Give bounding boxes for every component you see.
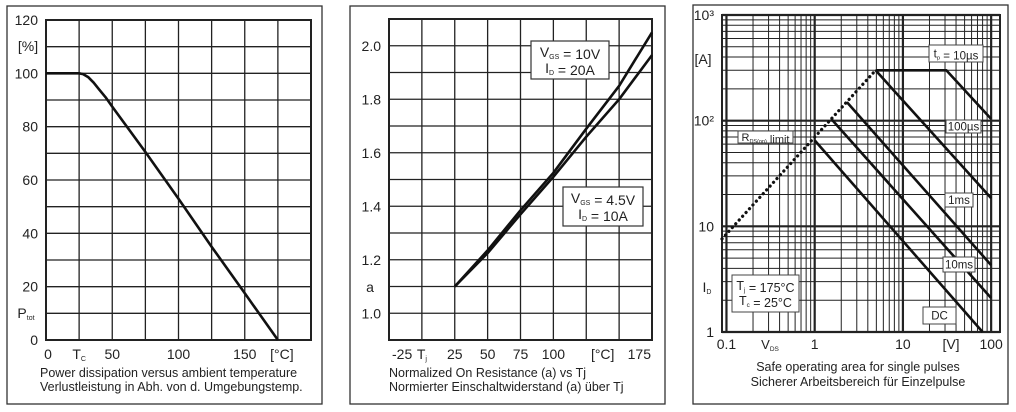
y-axis-label: ID bbox=[703, 279, 712, 296]
annotation-text: ID = 10A bbox=[578, 206, 628, 224]
y-tick-label: 100 bbox=[15, 65, 39, 81]
annotation-box bbox=[530, 40, 610, 80]
x-tick-label: 50 bbox=[480, 346, 496, 362]
y-tick-label: 80 bbox=[22, 119, 38, 135]
y-tick-label: 40 bbox=[22, 225, 38, 241]
y-axis-label: Ptot bbox=[17, 305, 34, 322]
series-line-2 bbox=[453, 54, 654, 288]
x-tick-label: 75 bbox=[513, 346, 529, 362]
caption-line: Sicherer Arbeitsbereich für Einzelpulse bbox=[751, 375, 966, 389]
x-tick-label: 100 bbox=[979, 336, 1003, 352]
x-axis-label: VDS bbox=[761, 337, 779, 353]
y-tick-label: 20 bbox=[22, 279, 38, 295]
x-tick-label: 10 bbox=[895, 336, 911, 352]
series-line-6 bbox=[813, 139, 984, 333]
chart-2: -25 25 50 75 100 175 1.0 1.2 1.4 1.6 1.8 2.0 Normali… bbox=[349, 5, 666, 405]
annotation-box bbox=[731, 274, 800, 313]
annotation-text: VGS = 10V bbox=[540, 44, 601, 62]
annotation-box bbox=[944, 192, 974, 208]
x-tick-label: 0 bbox=[44, 346, 52, 362]
x-tick-label: 25 bbox=[447, 346, 463, 362]
plot-area-border bbox=[388, 18, 653, 341]
annotation-text: 1ms bbox=[948, 195, 970, 207]
annotation-text: DC bbox=[931, 311, 948, 323]
annotation-text: Tc = 25°C bbox=[739, 294, 792, 310]
y-tick-label: 10 bbox=[698, 218, 714, 234]
y-tick-label: 1.6 bbox=[362, 145, 382, 161]
x-tick-label: 0.1 bbox=[717, 336, 737, 352]
series-line-1 bbox=[453, 31, 654, 288]
annotation-text: 100µs bbox=[948, 122, 980, 134]
series-line-3 bbox=[874, 69, 993, 199]
series-line-2 bbox=[875, 69, 993, 120]
y-tick-label: 60 bbox=[22, 172, 38, 188]
x-tick-label: 1 bbox=[811, 336, 819, 352]
annotation-box bbox=[945, 119, 982, 134]
x-tick-label: TC bbox=[72, 346, 86, 363]
annotation-text: 10ms bbox=[945, 260, 973, 272]
x-tick-label: 100 bbox=[167, 346, 191, 362]
x-axis-unit: [V] bbox=[942, 336, 959, 352]
annotation-text: RDS(on) limit bbox=[742, 132, 790, 146]
series-line-4 bbox=[845, 101, 993, 266]
x-tick-label: -25 bbox=[392, 346, 412, 362]
y-tick-label: 2.0 bbox=[362, 38, 382, 54]
annotation-text: ID = 20A bbox=[545, 60, 595, 78]
x-tick-label: 175 bbox=[628, 346, 652, 362]
y-tick-label: 1 bbox=[706, 324, 714, 340]
y-axis-label: a bbox=[366, 279, 374, 295]
annotation-box bbox=[737, 130, 794, 144]
series-line-1 bbox=[720, 68, 878, 241]
x-axis-unit: [°C] bbox=[591, 346, 615, 362]
plot-area-border bbox=[45, 19, 312, 341]
caption-line: Normierter Einschaltwiderstand (a) über … bbox=[389, 380, 624, 394]
y-tick-label: 120 bbox=[15, 12, 39, 28]
plot-area-border bbox=[721, 14, 1001, 333]
chart-1: 0 TC 50 100 150 0 20 40 60 80 100 120 Power dissipat… bbox=[6, 5, 323, 405]
x-tick-label: 50 bbox=[104, 346, 120, 362]
y-tick-label: 10² bbox=[694, 113, 715, 129]
annotation-box bbox=[928, 44, 984, 63]
series-line-1 bbox=[46, 72, 279, 341]
caption-line: Safe operating area for single pulses bbox=[756, 360, 960, 374]
annotation-text: tp = 10µs bbox=[934, 49, 979, 63]
caption-line: Power dissipation versus ambient tempera… bbox=[40, 366, 297, 380]
x-tick-label: 150 bbox=[233, 346, 257, 362]
caption-line: Normalized On Resistance (a) vs Tj bbox=[389, 366, 586, 380]
y-axis-unit: [%] bbox=[18, 38, 38, 54]
y-tick-label: 10³ bbox=[694, 7, 715, 23]
y-tick-label: 1.8 bbox=[362, 91, 382, 107]
x-tick-label: 100 bbox=[542, 346, 566, 362]
annotation-text: VGS = 4.5V bbox=[571, 190, 636, 208]
chart-frame bbox=[6, 5, 323, 405]
y-tick-label: 1.0 bbox=[362, 305, 382, 321]
y-tick-label: 1.4 bbox=[362, 198, 382, 214]
annotation-box bbox=[562, 186, 644, 227]
annotation-box bbox=[942, 256, 976, 273]
y-tick-label: 1.2 bbox=[362, 252, 382, 268]
annotation-text: Tj = 175°C bbox=[736, 279, 794, 295]
x-axis-unit: [°C] bbox=[270, 346, 294, 362]
x-axis-label: Tj bbox=[417, 346, 428, 363]
y-axis-unit: [A] bbox=[694, 51, 711, 67]
y-tick-label: 0 bbox=[30, 332, 38, 348]
annotation-box bbox=[922, 306, 957, 325]
caption-line: Verlustleistung in Abh. von d. Umgebungs… bbox=[40, 380, 303, 394]
